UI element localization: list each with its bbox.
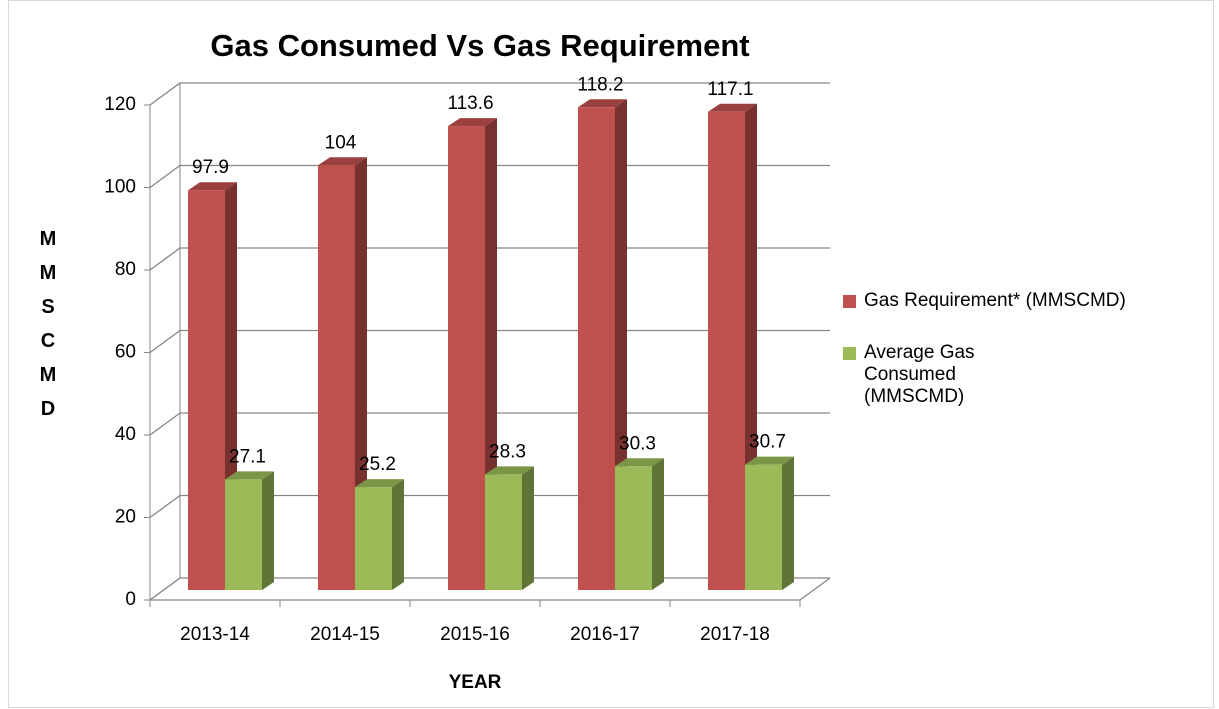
- bar-top: [188, 182, 237, 191]
- data-label: 28.3: [489, 441, 526, 462]
- data-label: 25.2: [359, 454, 396, 475]
- bar-side: [782, 456, 794, 590]
- x-tick-label: 2013-14: [180, 624, 250, 645]
- legend: Gas Requirement* (MMSCMD) Average Gas Con…: [843, 290, 1203, 438]
- bar-top: [225, 471, 274, 480]
- data-label: 97.9: [192, 157, 229, 178]
- y-tick-label: 20: [115, 507, 136, 528]
- bar-top: [318, 157, 367, 166]
- y-tick-label: 40: [115, 424, 136, 445]
- y-axis-title: MMSCMD: [37, 228, 59, 432]
- legend-label: Average Gas Consumed (MMSCMD): [864, 342, 975, 407]
- y-tick-label: 80: [115, 259, 136, 280]
- bar: [318, 157, 367, 591]
- bar: [485, 466, 534, 590]
- x-axis-title: YEAR: [449, 672, 502, 693]
- bar-side: [262, 471, 274, 590]
- data-label: 27.1: [229, 446, 266, 467]
- x-tick-label: 2016-17: [570, 624, 640, 645]
- bar: [225, 471, 274, 590]
- data-label: 30.3: [619, 433, 656, 454]
- data-label: 113.6: [447, 93, 493, 114]
- bar-front: [318, 165, 355, 591]
- data-label: 104: [325, 132, 357, 153]
- bar-side: [392, 479, 404, 590]
- bar: [355, 479, 404, 590]
- bar: [448, 118, 497, 590]
- bar-top: [708, 103, 757, 112]
- bar-top: [578, 99, 627, 108]
- data-label: 117.1: [707, 79, 753, 100]
- bar-front: [188, 190, 225, 591]
- legend-swatch: [843, 347, 856, 360]
- bar-top: [448, 118, 497, 127]
- grid-line: [149, 82, 830, 106]
- y-tick-label: 100: [104, 177, 136, 198]
- bar: [745, 456, 794, 590]
- y-tick-label: 60: [115, 342, 136, 363]
- chart-title: Gas Consumed Vs Gas Requirement: [210, 28, 749, 63]
- border: [8, 0, 1214, 708]
- bar-front: [745, 464, 782, 590]
- bar-front: [355, 487, 392, 590]
- bar: [615, 458, 664, 590]
- y-tick-label: 0: [125, 589, 136, 610]
- x-tick-label: 2015-16: [440, 624, 510, 645]
- legend-label: Gas Requirement* (MMSCMD): [864, 290, 1126, 311]
- y-tick-label: 120: [104, 94, 136, 115]
- bar-side: [522, 466, 534, 590]
- bar-front: [448, 126, 485, 590]
- x-tick-label: 2017-18: [700, 624, 770, 645]
- bar-front: [485, 474, 522, 590]
- data-label: 30.7: [749, 432, 786, 453]
- legend-swatch: [843, 295, 856, 308]
- bar-front: [225, 479, 262, 590]
- legend-item: Gas Requirement* (MMSCMD): [843, 290, 1203, 312]
- data-label: 118.2: [577, 74, 623, 95]
- bar-front: [615, 466, 652, 590]
- x-tick-label: 2014-15: [310, 624, 380, 645]
- bar-front: [578, 107, 615, 590]
- bar-top: [355, 479, 404, 488]
- bar-top: [745, 456, 794, 465]
- bar-side: [652, 458, 664, 590]
- bar-top: [485, 466, 534, 475]
- bar-front: [708, 111, 745, 590]
- legend-item: Average Gas Consumed (MMSCMD): [843, 342, 1203, 408]
- bar-top: [615, 458, 664, 467]
